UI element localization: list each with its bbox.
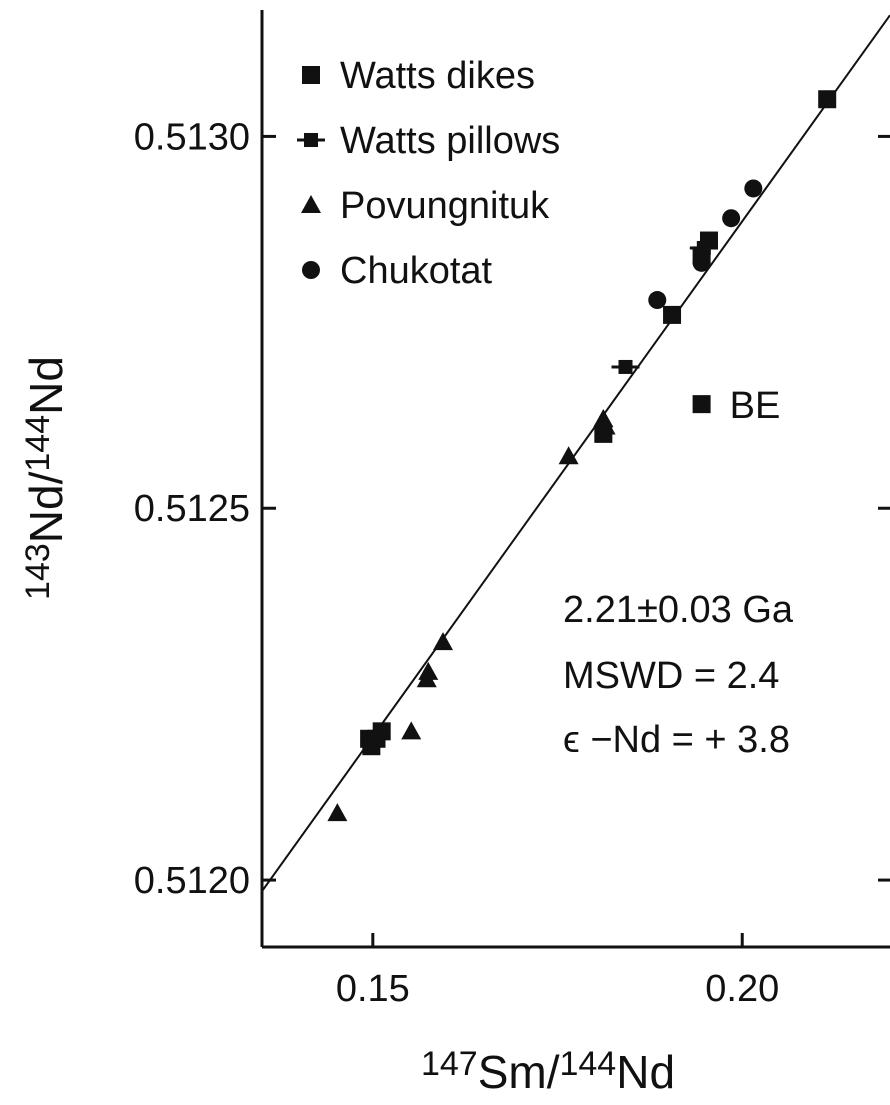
- data-point-watts-dikes: [372, 722, 391, 741]
- data-point-povungnituk: [433, 632, 454, 651]
- y-tick-label: 0.5130: [134, 116, 250, 158]
- data-point-povungnituk: [558, 446, 579, 465]
- x-axis-title: 147Sm/144Nd: [421, 1045, 675, 1098]
- legend: Watts dikes Watts pillows Povungnituk Ch…: [297, 55, 560, 292]
- y-axis-title-mass-144: 144: [19, 415, 57, 472]
- data-point-watts-pillows: [689, 240, 718, 255]
- y-axis-title-nd-2: Nd: [20, 356, 72, 415]
- data-point-chukotat: [744, 179, 763, 198]
- data-point-chukotat: [692, 253, 711, 272]
- data-point-povungnituk: [595, 416, 616, 435]
- legend-swatches: [297, 66, 325, 279]
- x-axis-title-mass-147: 147: [421, 1045, 478, 1083]
- y-axis-title-nd: Nd/: [20, 471, 72, 543]
- annotation-mswd: MSWD = 2.4: [563, 655, 779, 697]
- y-tick-labels: 0.5120 0.5125 0.5130: [134, 116, 250, 902]
- data-point-chukotat: [648, 291, 667, 310]
- legend-swatch-chukotat: [302, 261, 320, 279]
- data-point-watts-pillows: [611, 359, 640, 374]
- annotation-epsilon-nd: ϵ −Nd = + 3.8: [563, 719, 790, 761]
- y-tick-label: 0.5120: [134, 860, 250, 902]
- data-point-povungnituk: [327, 803, 348, 822]
- data-point-watts-dikes: [663, 305, 682, 324]
- y-axis-title: 143Nd/144Nd: [19, 356, 72, 600]
- x-axis-title-sm: Sm/: [478, 1046, 560, 1098]
- legend-label-chukotat: Chukotat: [340, 250, 493, 292]
- data-point-povungnituk: [401, 721, 422, 740]
- x-tick-label: 0.20: [705, 968, 779, 1010]
- y-tick-label: 0.5125: [134, 488, 250, 530]
- x-axis-title-nd: Nd: [616, 1046, 675, 1098]
- legend-label-povungnituk: Povungnituk: [340, 185, 550, 227]
- y-axis-title-mass-143: 143: [19, 543, 57, 600]
- legend-swatch-povungnituk: [301, 195, 321, 213]
- data-point-chukotat: [722, 209, 741, 228]
- legend-swatch-watts-pillows: [297, 133, 325, 147]
- point-labels: BE: [730, 385, 781, 427]
- legend-label-watts-dikes: Watts dikes: [340, 55, 535, 97]
- annotation-age: 2.21±0.03 Ga: [563, 589, 794, 631]
- point-label-be: BE: [730, 385, 781, 427]
- x-axis-title-mass-144: 144: [559, 1045, 616, 1083]
- data-markers: [327, 90, 837, 822]
- data-point-povungnituk: [418, 661, 439, 680]
- isochron-annotation: 2.21±0.03 Ga MSWD = 2.4 ϵ −Nd = + 3.8: [563, 589, 794, 761]
- data-point-watts-dikes: [692, 395, 711, 414]
- data-point-watts-dikes: [818, 90, 837, 109]
- legend-swatch-watts-dikes: [302, 66, 320, 84]
- x-tick-labels: 0.15 0.20: [336, 968, 779, 1010]
- x-tick-label: 0.15: [336, 968, 410, 1010]
- legend-label-watts-pillows: Watts pillows: [340, 120, 560, 162]
